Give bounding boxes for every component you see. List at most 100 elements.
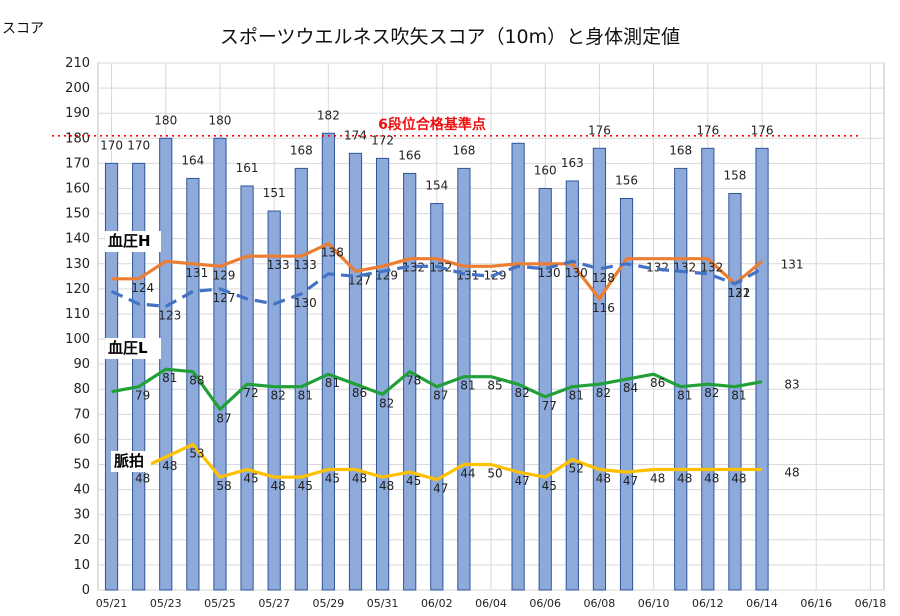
series-label-bg — [105, 338, 161, 359]
series-data-label: 45 — [542, 479, 557, 493]
series-data-label: 82 — [271, 389, 286, 403]
bar-data-label: 180 — [209, 113, 232, 127]
series-data-label: 82 — [379, 396, 394, 410]
bar — [619, 198, 634, 591]
series-data-label: 52 — [569, 462, 584, 476]
y-tick-label: 60 — [73, 432, 90, 447]
series-data-label: 132 — [700, 261, 723, 275]
series-data-label: 47 — [514, 474, 529, 488]
x-tick-label: 06/06 — [529, 597, 561, 610]
x-tick-label: 06/04 — [475, 597, 507, 610]
series-data-label: 81 — [298, 389, 313, 403]
series-data-label: 84 — [623, 381, 638, 395]
x-tick-label: 06/10 — [638, 597, 670, 610]
series-data-label: 58 — [216, 479, 231, 493]
bar — [132, 162, 146, 591]
bar-data-label: 163 — [561, 156, 584, 170]
x-tick-label: 06/08 — [584, 597, 616, 610]
series-data-label: 85 — [487, 379, 502, 393]
y-tick-label: 10 — [73, 558, 90, 573]
series-data-label: 123 — [158, 308, 181, 322]
series-data-label: 133 — [294, 258, 317, 272]
x-tick-label: 05/29 — [313, 597, 345, 610]
series-data-label: 87 — [433, 389, 448, 403]
series-data-label: 122 — [727, 286, 750, 300]
series-data-label: 87 — [216, 411, 231, 425]
series-data-label: 48 — [731, 472, 746, 486]
bar — [403, 172, 417, 591]
series-data-label: 44 — [460, 467, 475, 481]
series-data-label: 131 — [727, 286, 750, 300]
bar — [267, 210, 281, 591]
y-tick-label: 180 — [65, 131, 90, 146]
series-data-label: 78 — [406, 374, 421, 388]
series-data-label: 138 — [321, 246, 344, 260]
series-line — [111, 367, 763, 411]
x-tick-label: 05/25 — [204, 597, 236, 610]
series-data-label: 86 — [352, 386, 367, 400]
bar-data-label: 176 — [696, 123, 719, 137]
x-tick-label: 05/27 — [258, 597, 290, 610]
series-data-label: 130 — [294, 296, 317, 310]
series-data-label: 72 — [243, 386, 258, 400]
bar-data-label: 160 — [534, 163, 557, 177]
bar — [728, 192, 742, 591]
series-name-label: 脈拍 — [114, 452, 144, 470]
y-tick-label: 50 — [73, 458, 90, 473]
series-name-label: 血圧H — [108, 232, 151, 250]
y-tick-label: 20 — [73, 533, 90, 548]
bar-data-label: 161 — [236, 161, 259, 175]
reference-line-label: 6段位合格基準点 — [378, 116, 486, 133]
bar-data-label: 172 — [371, 133, 394, 147]
series-data-label: 77 — [542, 399, 557, 413]
bar-data-label: 170 — [100, 138, 123, 152]
series-line — [111, 442, 762, 482]
bar-data-label: 176 — [588, 123, 611, 137]
series-data-label: 81 — [325, 376, 340, 390]
series-data-label: 48 — [650, 472, 665, 486]
bar-data-label: 168 — [452, 143, 475, 157]
bar — [294, 167, 308, 591]
y-tick-label: 40 — [73, 483, 90, 498]
x-tick-label: 05/23 — [150, 597, 182, 610]
series-data-label: 48 — [784, 466, 799, 480]
bar — [213, 137, 227, 591]
x-tick-label: 06/18 — [855, 597, 887, 610]
y-tick-label: 30 — [73, 508, 90, 523]
x-tick-label: 06/16 — [800, 597, 832, 610]
bar-data-label: 154 — [425, 179, 448, 193]
series-data-label: 82 — [596, 386, 611, 400]
bar-data-label: 166 — [398, 148, 421, 162]
series-data-label: 127 — [213, 291, 236, 305]
series-data-label: 82 — [514, 386, 529, 400]
series-line — [110, 259, 763, 308]
bar — [430, 203, 444, 591]
series-data-label: 48 — [135, 472, 150, 486]
bar-data-label: 164 — [181, 153, 204, 167]
bar — [159, 137, 173, 591]
y-tick-label: 170 — [65, 156, 90, 171]
x-tick-label: 06/14 — [746, 597, 778, 610]
series-data-label: 129 — [213, 268, 236, 282]
x-tick-label: 06/02 — [421, 597, 453, 610]
series-data-label: 47 — [433, 482, 448, 496]
bar — [701, 147, 715, 591]
y-tick-label: 90 — [73, 357, 90, 372]
series-data-label: 48 — [596, 472, 611, 486]
y-tick-label: 70 — [73, 407, 90, 422]
bar — [321, 132, 335, 591]
series-label-bg — [105, 231, 161, 252]
series-data-label: 48 — [271, 479, 286, 493]
y-tick-label: 110 — [65, 307, 90, 322]
bar — [511, 142, 525, 591]
series-data-label: 45 — [298, 479, 313, 493]
y-tick-label: 140 — [65, 232, 90, 247]
series-data-label: 86 — [650, 376, 665, 390]
series-data-label: 50 — [487, 467, 502, 481]
bar — [674, 167, 688, 591]
y-tick-label: 190 — [65, 106, 90, 121]
bar-data-label: 176 — [751, 123, 774, 137]
y-tick-label: 100 — [65, 332, 90, 347]
series-data-label: 48 — [352, 472, 367, 486]
